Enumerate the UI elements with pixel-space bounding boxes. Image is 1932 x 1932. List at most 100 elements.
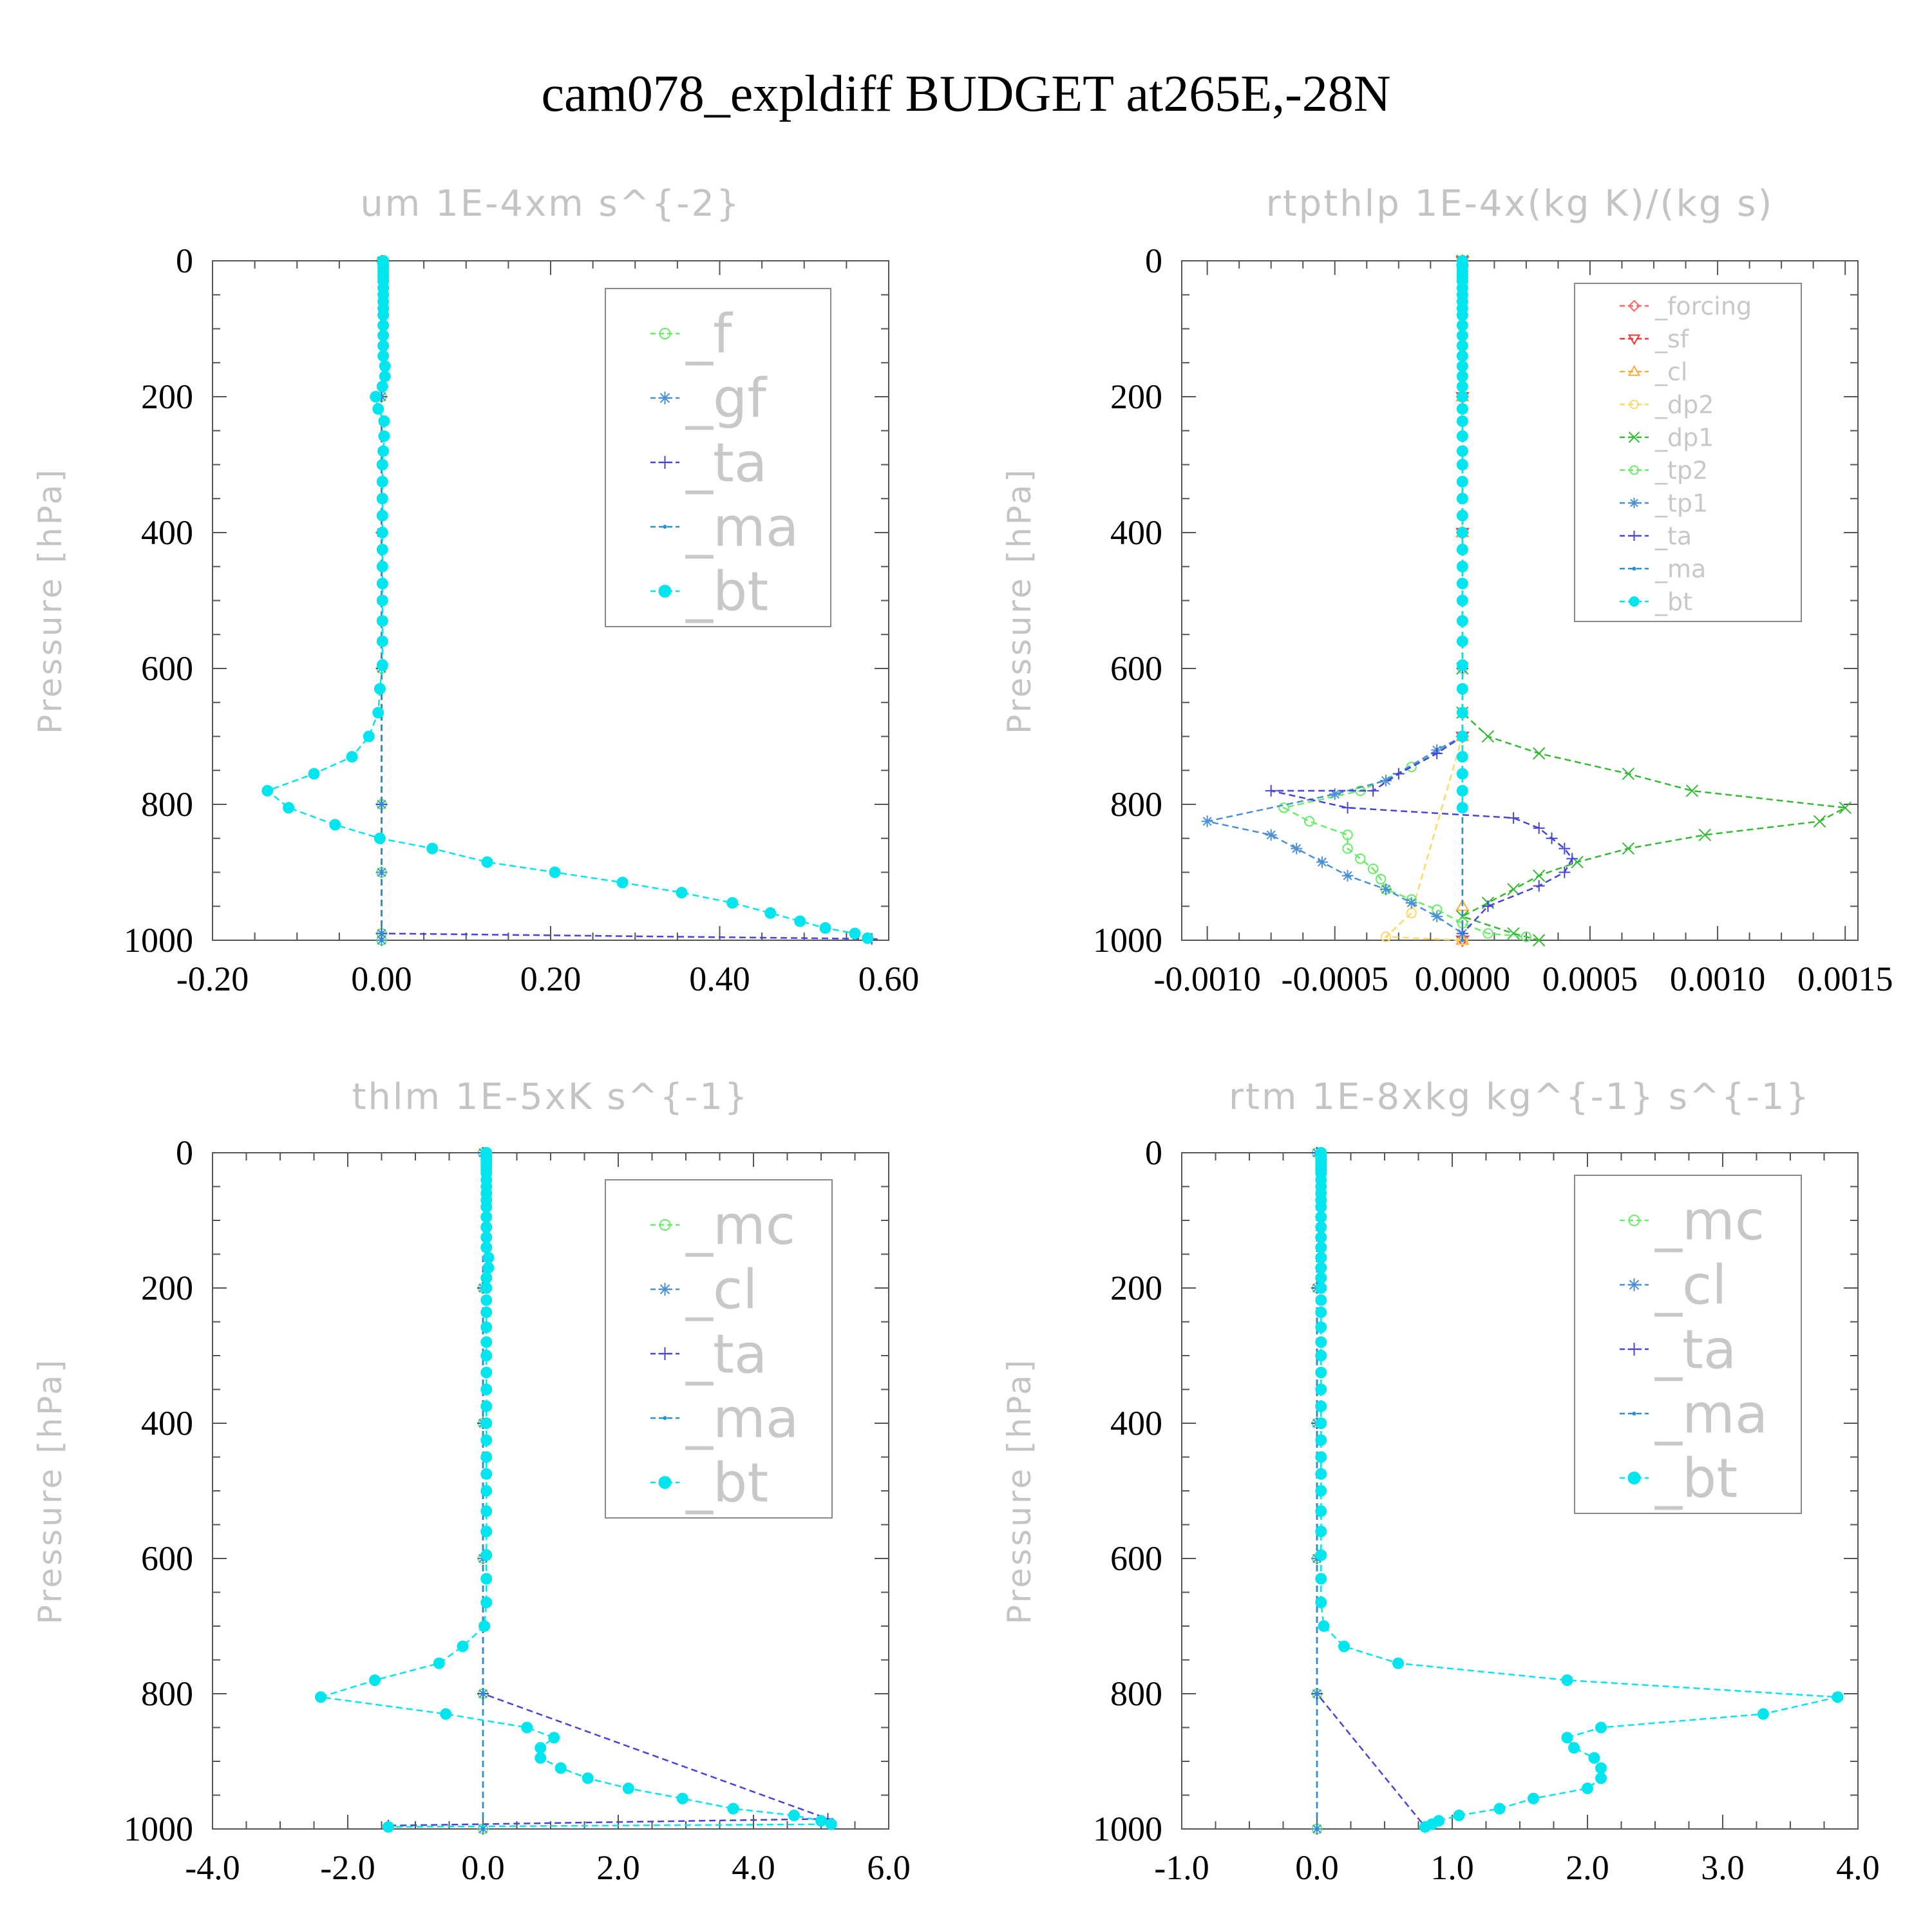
legend: _mc_cl_ta_ma_bt — [1574, 1175, 1802, 1514]
point-marker — [1685, 784, 1699, 797]
panel-title: um 1E-4xm s^{-2} — [360, 183, 741, 225]
legend-box — [1574, 1175, 1802, 1514]
legend-label: _ta — [1654, 1318, 1736, 1381]
point-marker — [616, 876, 629, 889]
series-line — [1316, 1153, 1426, 1828]
point-marker — [1315, 1321, 1327, 1333]
legend-label: _gf — [685, 366, 768, 430]
panel-title: rtm 1E-8xkg kg^{-1} s^{-1} — [1229, 1076, 1811, 1118]
point-marker — [1315, 1201, 1327, 1213]
x-tick-label: -4.0 — [185, 1848, 240, 1887]
point-marker — [1456, 360, 1468, 372]
point-marker — [1456, 445, 1468, 457]
point-marker — [582, 1772, 594, 1785]
series-dp2 — [1380, 255, 1468, 946]
x-tick-label: 3.0 — [1701, 1848, 1745, 1887]
point-marker — [480, 1468, 493, 1480]
point-marker — [1405, 896, 1417, 909]
point-marker — [1315, 1573, 1327, 1585]
point-marker — [377, 319, 390, 332]
point-marker — [1568, 1742, 1580, 1754]
point-marker — [1456, 635, 1468, 647]
point-marker — [658, 456, 672, 469]
point-marker — [1456, 430, 1468, 442]
point-marker — [480, 1321, 493, 1333]
point-marker — [480, 1434, 493, 1446]
point-marker — [1493, 1803, 1506, 1815]
point-marker — [849, 927, 861, 940]
y-tick-label: 1000 — [124, 921, 193, 960]
point-marker — [1628, 1215, 1640, 1226]
point-marker — [376, 509, 388, 522]
point-marker — [1561, 1732, 1573, 1744]
point-marker — [1315, 1549, 1327, 1561]
point-marker — [378, 415, 390, 427]
point-marker — [1456, 381, 1468, 393]
y-tick-label: 400 — [141, 1404, 193, 1443]
legend-label: _bt — [685, 560, 768, 623]
point-marker — [480, 1231, 493, 1244]
y-tick-label: 800 — [1110, 1674, 1162, 1713]
point-marker — [480, 1282, 493, 1294]
point-marker — [1392, 1657, 1404, 1669]
series-line — [1271, 261, 1573, 934]
point-marker — [658, 1283, 672, 1296]
series-line — [1320, 1153, 1838, 1828]
series-line — [265, 261, 868, 940]
point-marker — [794, 915, 806, 927]
point-marker — [480, 1400, 493, 1412]
point-marker — [1627, 1278, 1641, 1291]
point-marker — [376, 578, 388, 590]
point-marker — [480, 1201, 493, 1213]
point-marker — [1315, 1231, 1327, 1244]
y-tick-label: 1000 — [1093, 1810, 1162, 1848]
point-marker — [376, 560, 388, 573]
point-marker — [426, 842, 439, 855]
legend-label: _dp2 — [1654, 390, 1714, 419]
point-marker — [659, 328, 671, 339]
x-tick-label: 1.0 — [1430, 1848, 1474, 1887]
point-marker — [1316, 856, 1328, 868]
legend-label: _bt — [1654, 1446, 1738, 1510]
point-marker — [1533, 822, 1545, 834]
point-marker — [1482, 928, 1493, 939]
series-line — [1460, 261, 1848, 942]
y-axis-label: Pressure [hPa] — [1001, 467, 1038, 734]
y-tick-label: 200 — [1110, 1269, 1162, 1307]
y-tick-label: 200 — [141, 377, 193, 416]
point-marker — [1632, 1412, 1636, 1416]
point-marker — [480, 1211, 493, 1223]
x-tick-label: 6.0 — [867, 1848, 911, 1887]
point-marker — [1533, 880, 1545, 892]
legend: _f_gf_ta_ma_bt — [605, 288, 831, 627]
point-marker — [1406, 761, 1417, 773]
legend-label: _bt — [1654, 587, 1692, 616]
series-ta — [1265, 255, 1578, 940]
y-tick-label: 200 — [1110, 377, 1162, 416]
chart-panel-3: thlm 1E-5xK s^{-1} Pressure [hPa] 0 200 400 6… — [32, 1076, 911, 1887]
point-marker — [1628, 299, 1640, 312]
point-marker — [377, 350, 390, 362]
point-marker — [1839, 801, 1852, 814]
point-marker — [378, 430, 390, 442]
point-marker — [480, 1505, 493, 1517]
point-marker — [1315, 1294, 1327, 1306]
point-marker — [1431, 911, 1443, 923]
point-marker — [1456, 544, 1468, 556]
point-marker — [1315, 1306, 1327, 1318]
point-marker — [376, 459, 388, 471]
point-marker — [1595, 1762, 1607, 1774]
y-tick-label: 800 — [141, 1674, 193, 1713]
point-marker — [480, 1526, 493, 1537]
point-marker — [480, 1367, 493, 1379]
point-marker — [1528, 1792, 1539, 1804]
y-tick-label: 1000 — [124, 1810, 193, 1848]
series-ta — [1311, 1147, 1431, 1833]
point-marker — [480, 1549, 493, 1561]
point-marker — [1315, 1417, 1327, 1429]
legend-label: _sf — [1654, 325, 1690, 353]
point-marker — [480, 1417, 493, 1429]
point-marker — [480, 1294, 493, 1306]
point-marker — [1561, 1674, 1573, 1686]
